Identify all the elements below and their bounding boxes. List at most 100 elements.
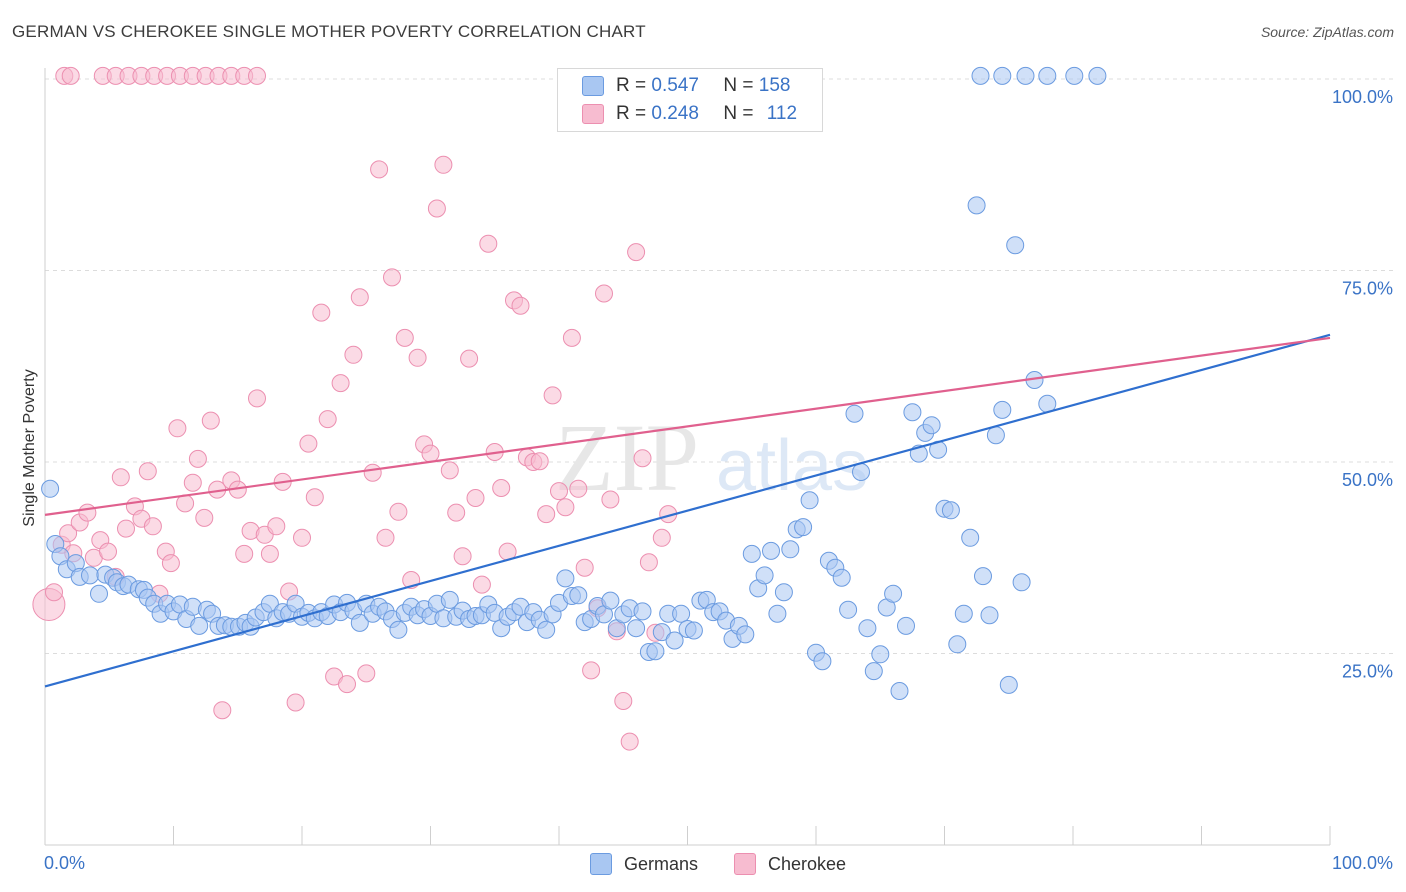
y-tick-label-75: 75.0% <box>1342 279 1393 299</box>
cherokee-point <box>111 468 130 487</box>
german-point <box>974 567 992 586</box>
cherokee-point <box>344 345 363 364</box>
german-point <box>781 540 800 559</box>
x-tick-label-min: 0.0% <box>44 853 85 873</box>
cherokee-point <box>99 542 117 561</box>
bottom-legend-label-cherokee: Cherokee <box>768 853 847 874</box>
cherokee-point <box>117 519 135 538</box>
german-point <box>755 566 774 585</box>
cherokee-point <box>633 449 652 468</box>
german-point <box>967 196 986 215</box>
legend-cherokee-n-value: 112 <box>766 103 798 124</box>
cherokee-point <box>138 462 157 481</box>
cherokee-point <box>614 692 633 710</box>
cherokee-point <box>537 505 556 524</box>
cherokee-point <box>627 243 646 262</box>
cherokee-point <box>248 389 266 408</box>
german-point <box>1012 573 1031 592</box>
cherokee-point <box>556 498 575 517</box>
legend-german-r-label: R = <box>616 75 652 96</box>
legend-german-r-value: 0.547 <box>651 75 699 96</box>
german-point <box>440 590 459 609</box>
german-point <box>1065 66 1084 85</box>
german-point <box>800 491 819 510</box>
german-point <box>852 463 870 481</box>
cherokee-point <box>195 508 214 527</box>
legend-cherokee-r-label: R = <box>616 103 652 124</box>
german-point <box>633 602 652 621</box>
german-point <box>768 604 787 623</box>
cherokee-point <box>201 411 220 430</box>
cherokee-point <box>562 328 581 347</box>
cherokee-point <box>530 452 549 471</box>
trend-layer <box>44 333 1331 688</box>
legend-row-german: R = 0.547 N = 158 <box>582 74 790 98</box>
german-point <box>845 404 864 423</box>
german-point <box>646 642 665 661</box>
german-point <box>684 621 703 640</box>
german-point <box>556 569 575 588</box>
cherokee-point <box>421 444 440 463</box>
cherokee-point <box>601 490 620 509</box>
german-point <box>864 662 883 681</box>
cherokee-point <box>293 528 311 547</box>
bottom-legend-cherokee[interactable]: Cherokee <box>734 852 846 876</box>
german-point <box>537 620 556 639</box>
cherokee-point <box>45 583 63 602</box>
cherokee-point <box>447 503 466 522</box>
bottom-legend-swatch-cherokee <box>734 853 756 875</box>
watermark: ZIP atlas <box>555 404 868 511</box>
grid-layer <box>45 78 1395 654</box>
german-point <box>858 619 877 638</box>
german-point <box>986 426 1005 445</box>
cherokee-point <box>550 482 568 501</box>
cherokee-point <box>78 503 97 522</box>
cherokee-point <box>59 524 78 543</box>
cherokee-point <box>595 284 613 303</box>
cherokee-trend-line <box>44 336 1331 516</box>
german-point <box>736 625 755 644</box>
legend-cherokee-n-label: N = <box>723 103 759 124</box>
cherokee-point <box>338 675 356 694</box>
correlation-legend: R = 0.547 N = 158 R = 0.248 N = 112 <box>557 68 823 132</box>
cherokee-point <box>376 528 395 547</box>
cherokee-point <box>389 502 408 521</box>
german-point <box>980 606 999 625</box>
german-point <box>839 600 858 619</box>
cherokee-point <box>582 661 601 680</box>
cherokee-point <box>460 349 479 368</box>
german-point <box>1006 236 1025 255</box>
cherokee-point <box>639 553 658 572</box>
cherokee-point <box>318 410 337 429</box>
german-point <box>81 566 99 585</box>
german-point <box>665 631 684 650</box>
cherokee-point <box>235 544 254 563</box>
cherokee-point <box>472 575 491 594</box>
german-point <box>813 652 832 671</box>
german-point <box>897 616 915 635</box>
cherokee-point <box>286 693 305 712</box>
cherokee-point <box>357 664 376 683</box>
cherokee-point <box>168 419 187 438</box>
german-point <box>890 682 909 700</box>
cherokee-point <box>427 199 446 218</box>
german-point <box>971 66 990 85</box>
cherokee-point <box>440 461 459 480</box>
german-point <box>389 620 408 639</box>
cherokee-point <box>652 528 671 547</box>
german-point <box>884 584 903 603</box>
bottom-legend-swatch-germans <box>590 853 612 875</box>
bottom-legend-germans[interactable]: Germans <box>590 852 698 876</box>
german-point <box>190 616 209 635</box>
cherokee-point <box>434 155 453 174</box>
german-point <box>954 604 973 623</box>
german-point <box>993 400 1012 419</box>
watermark-atlas: atlas <box>716 426 868 506</box>
legend-swatch-german <box>582 76 604 96</box>
cherokee-point <box>350 288 369 307</box>
cherokee-point <box>213 701 232 720</box>
german-point <box>762 541 780 560</box>
german-point <box>652 623 671 642</box>
cherokee-point <box>312 303 331 322</box>
